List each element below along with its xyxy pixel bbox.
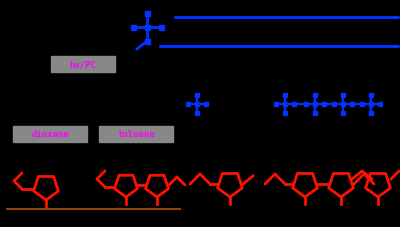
Bar xyxy=(341,111,345,116)
FancyBboxPatch shape xyxy=(13,126,87,142)
Bar xyxy=(195,103,199,106)
Bar xyxy=(283,111,287,116)
Bar xyxy=(378,103,382,106)
Bar xyxy=(369,111,373,116)
Bar xyxy=(313,103,317,106)
Bar xyxy=(158,25,164,30)
Text: hv/PC: hv/PC xyxy=(70,60,96,69)
Bar xyxy=(292,103,296,106)
FancyBboxPatch shape xyxy=(99,126,173,142)
Bar xyxy=(341,103,345,106)
Bar xyxy=(144,25,150,30)
Bar xyxy=(195,94,199,98)
Bar xyxy=(283,103,287,106)
Bar xyxy=(369,94,373,98)
Bar xyxy=(332,103,336,106)
Bar xyxy=(144,11,150,16)
Bar xyxy=(341,94,345,98)
Bar xyxy=(304,103,308,106)
Text: dioxane: dioxane xyxy=(31,130,69,139)
Bar xyxy=(144,39,150,44)
Bar xyxy=(204,103,208,106)
Bar xyxy=(313,111,317,116)
Bar xyxy=(274,103,278,106)
Bar xyxy=(369,103,373,106)
Bar xyxy=(350,103,354,106)
Bar xyxy=(313,94,317,98)
Bar xyxy=(283,94,287,98)
Bar xyxy=(322,103,326,106)
Bar xyxy=(130,25,136,30)
Bar xyxy=(360,103,364,106)
Bar xyxy=(186,103,190,106)
FancyBboxPatch shape xyxy=(51,57,115,73)
Text: toluene: toluene xyxy=(117,130,155,139)
Bar xyxy=(195,111,199,116)
